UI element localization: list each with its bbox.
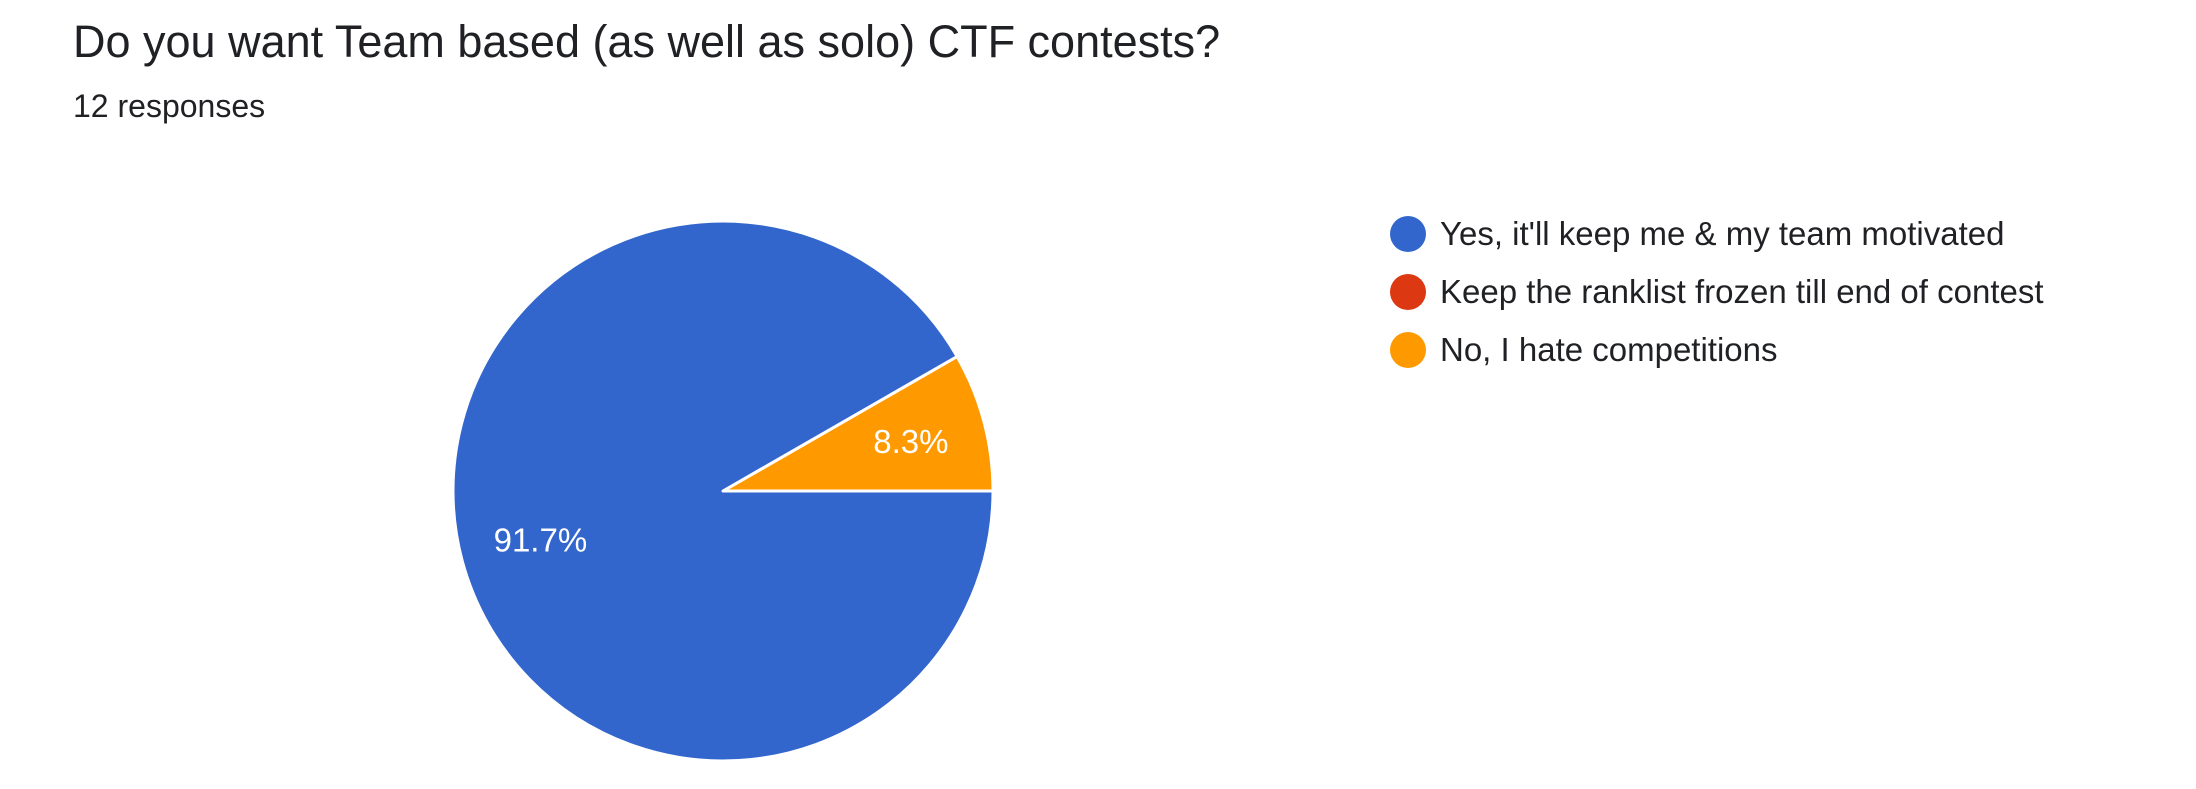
legend-item-2[interactable]: Keep the ranklist frozen till end of con… [1390,268,2110,316]
question-title: Do you want Team based (as well as solo)… [73,16,1221,67]
chart-legend: Yes, it'll keep me & my team motivated Ke… [1390,210,2110,384]
legend-label: Keep the ranklist frozen till end of con… [1440,273,2044,310]
pie-data-label-3: 8.3% [873,423,948,460]
legend-label: Yes, it'll keep me & my team motivated [1440,215,2005,252]
legend-item-1[interactable]: Yes, it'll keep me & my team motivated [1390,210,2110,258]
pie-data-label-1: 91.7% [494,522,588,559]
pie-slice-1[interactable] [451,219,995,763]
response-count: 12 responses [73,88,266,124]
pie-data-labels: 8.3% 91.7% [494,423,949,559]
legend-swatch-icon [1390,332,1426,368]
pie-slice-3[interactable] [721,354,995,493]
legend-item-3[interactable]: No, I hate competitions [1390,326,2110,374]
legend-swatch-icon [1390,274,1426,310]
legend-label: No, I hate competitions [1440,331,1778,368]
legend-swatch-icon [1390,216,1426,252]
pie-slices [451,219,995,763]
